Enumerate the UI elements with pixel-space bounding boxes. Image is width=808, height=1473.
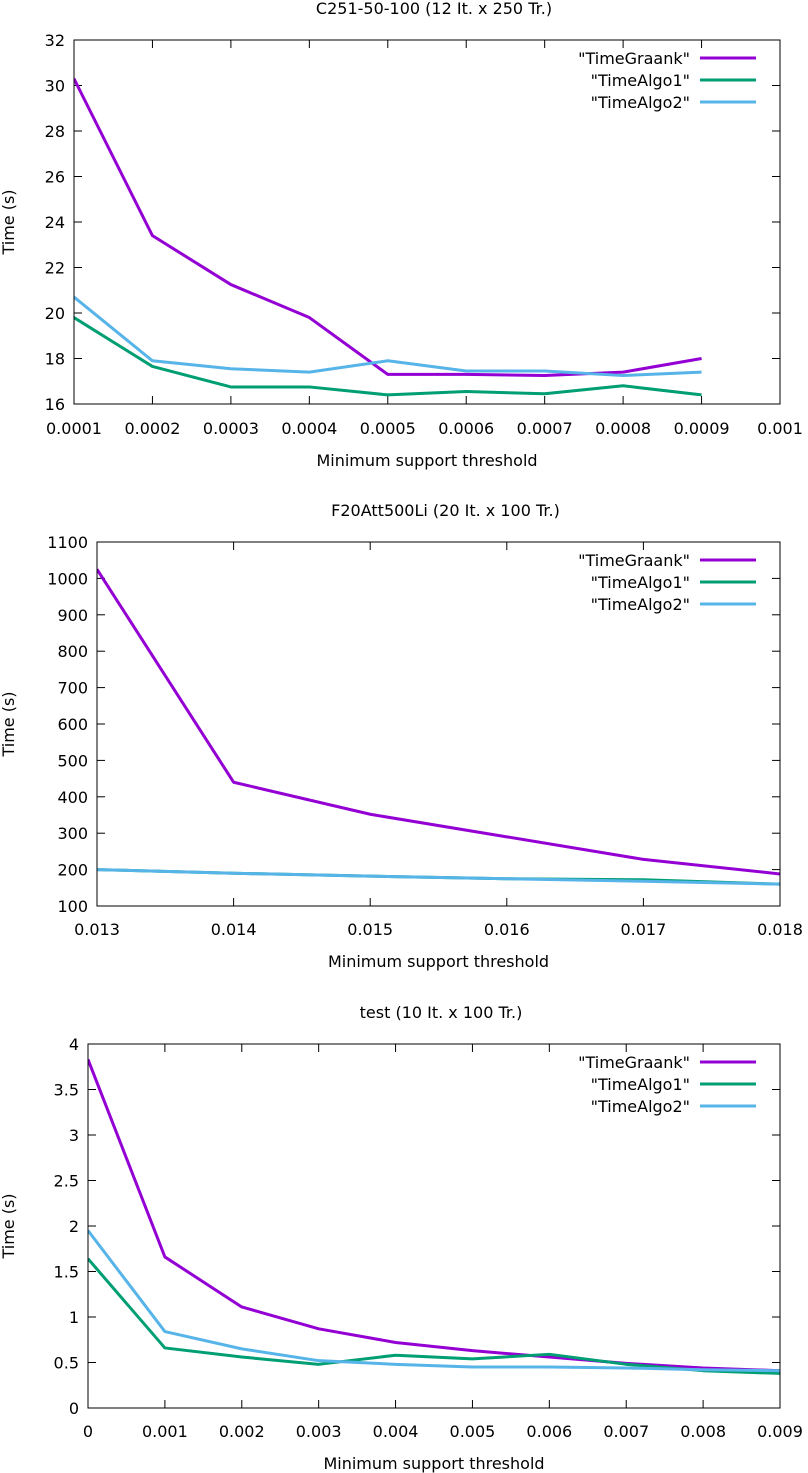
legend-label-1: "TimeGraank" <box>578 49 690 68</box>
series-line-3 <box>88 1229 780 1373</box>
x-tick-label: 0.0003 <box>203 419 259 438</box>
x-tick-label: 0.003 <box>296 1422 342 1441</box>
chart-title: C251-50-100 (12 It. x 250 Tr.) <box>316 0 552 18</box>
y-axis-label: Time (s) <box>0 1193 18 1259</box>
y-tick-label: 500 <box>57 751 88 770</box>
legend-label-2: "TimeAlgo1" <box>591 573 690 592</box>
y-tick-label: 800 <box>57 642 88 661</box>
series-line-1 <box>97 568 780 876</box>
x-tick-label: 0.016 <box>484 920 530 939</box>
y-tick-label: 1000 <box>47 569 88 588</box>
plot-frame <box>87 1043 781 1409</box>
y-tick-label: 28 <box>45 122 65 141</box>
x-axis-label: Minimum support threshold <box>323 1454 544 1473</box>
y-tick-label: 24 <box>45 213 65 232</box>
y-tick-label: 26 <box>45 168 65 187</box>
y-tick-label: 400 <box>57 788 88 807</box>
series-line-2 <box>74 316 702 397</box>
x-tick-label: 0.001 <box>142 1422 188 1441</box>
chart-2: F20Att500Li (20 It. x 100 Tr.) 100 200 300 4… <box>0 501 803 971</box>
chart-title: test (10 It. x 100 Tr.) <box>360 1003 523 1022</box>
y-axis-label: Time (s) <box>0 189 18 255</box>
y-tick-label: 1.5 <box>54 1263 79 1282</box>
x-tick-label: 0.0001 <box>46 419 102 438</box>
x-tick-label: 0.006 <box>526 1422 572 1441</box>
x-axis-label: Minimum support threshold <box>328 952 549 971</box>
x-tick-label: 0.018 <box>757 920 803 939</box>
x-tick-label: 0.008 <box>680 1422 726 1441</box>
series-line-1 <box>88 1058 780 1373</box>
x-tick-label: 0.002 <box>219 1422 265 1441</box>
y-tick-label: 600 <box>57 715 88 734</box>
legend-label-3: "TimeAlgo2" <box>591 1097 690 1116</box>
chart-3: test (10 It. x 100 Tr.) 0 0.5 1 1.5 2 2.5 3 3.5 4… <box>0 1003 803 1473</box>
y-tick-label: 32 <box>45 31 65 50</box>
x-tick-label: 0.001 <box>757 419 803 438</box>
y-tick-label: 20 <box>45 304 65 323</box>
legend-label-1: "TimeGraank" <box>578 1053 690 1072</box>
legend-label-3: "TimeAlgo2" <box>591 595 690 614</box>
x-tick-label: 0.017 <box>620 920 666 939</box>
y-tick-label: 2 <box>69 1217 79 1236</box>
y-tick-label: 900 <box>57 606 88 625</box>
chart-1: C251-50-100 (12 It. x 250 Tr.) 16 18 20 22 24… <box>0 0 803 470</box>
y-tick-label: 300 <box>57 824 88 843</box>
x-tick-label: 0.0008 <box>595 419 651 438</box>
x-tick-label: 0.007 <box>603 1422 649 1441</box>
y-tick-label: 4 <box>69 1035 79 1054</box>
x-tick-label: 0.015 <box>347 920 393 939</box>
y-tick-label: 3.5 <box>54 1081 79 1100</box>
y-tick-label: 3 <box>69 1126 79 1145</box>
legend-label-1: "TimeGraank" <box>578 551 690 570</box>
x-tick-label: 0 <box>83 1422 93 1441</box>
legend-label-2: "TimeAlgo1" <box>591 71 690 90</box>
y-tick-label: 2.5 <box>54 1172 79 1191</box>
y-tick-label: 1100 <box>47 533 88 552</box>
y-tick-label: 30 <box>45 77 65 96</box>
y-tick-label: 22 <box>45 259 65 278</box>
x-tick-label: 0.009 <box>757 1422 803 1441</box>
x-tick-label: 0.005 <box>450 1422 496 1441</box>
x-tick-label: 0.0006 <box>438 419 494 438</box>
x-tick-label: 0.0007 <box>517 419 573 438</box>
series-line-3 <box>97 868 780 886</box>
y-tick-label: 200 <box>57 861 88 880</box>
y-tick-label: 1 <box>69 1308 79 1327</box>
series-line-1 <box>74 78 702 378</box>
x-tick-label: 0.013 <box>74 920 120 939</box>
y-tick-label: 16 <box>45 395 65 414</box>
plot-frame <box>96 541 781 907</box>
x-axis-label: Minimum support threshold <box>316 451 537 470</box>
series-line-3 <box>74 295 702 378</box>
x-tick-label: 0.004 <box>373 1422 419 1441</box>
legend-label-3: "TimeAlgo2" <box>591 93 690 112</box>
y-tick-label: 0 <box>69 1399 79 1418</box>
y-tick-label: 100 <box>57 897 88 916</box>
y-tick-label: 18 <box>45 350 65 369</box>
legend-label-2: "TimeAlgo1" <box>591 1075 690 1094</box>
x-tick-label: 0.014 <box>211 920 257 939</box>
y-axis-label: Time (s) <box>0 691 18 757</box>
y-tick-label: 700 <box>57 679 88 698</box>
plot-frame <box>73 39 781 405</box>
x-tick-label: 0.0005 <box>360 419 416 438</box>
y-tick-label: 0.5 <box>54 1354 79 1373</box>
x-tick-label: 0.0009 <box>674 419 730 438</box>
x-tick-label: 0.0004 <box>281 419 337 438</box>
x-tick-label: 0.0002 <box>124 419 180 438</box>
chart-title: F20Att500Li (20 It. x 100 Tr.) <box>331 501 560 520</box>
